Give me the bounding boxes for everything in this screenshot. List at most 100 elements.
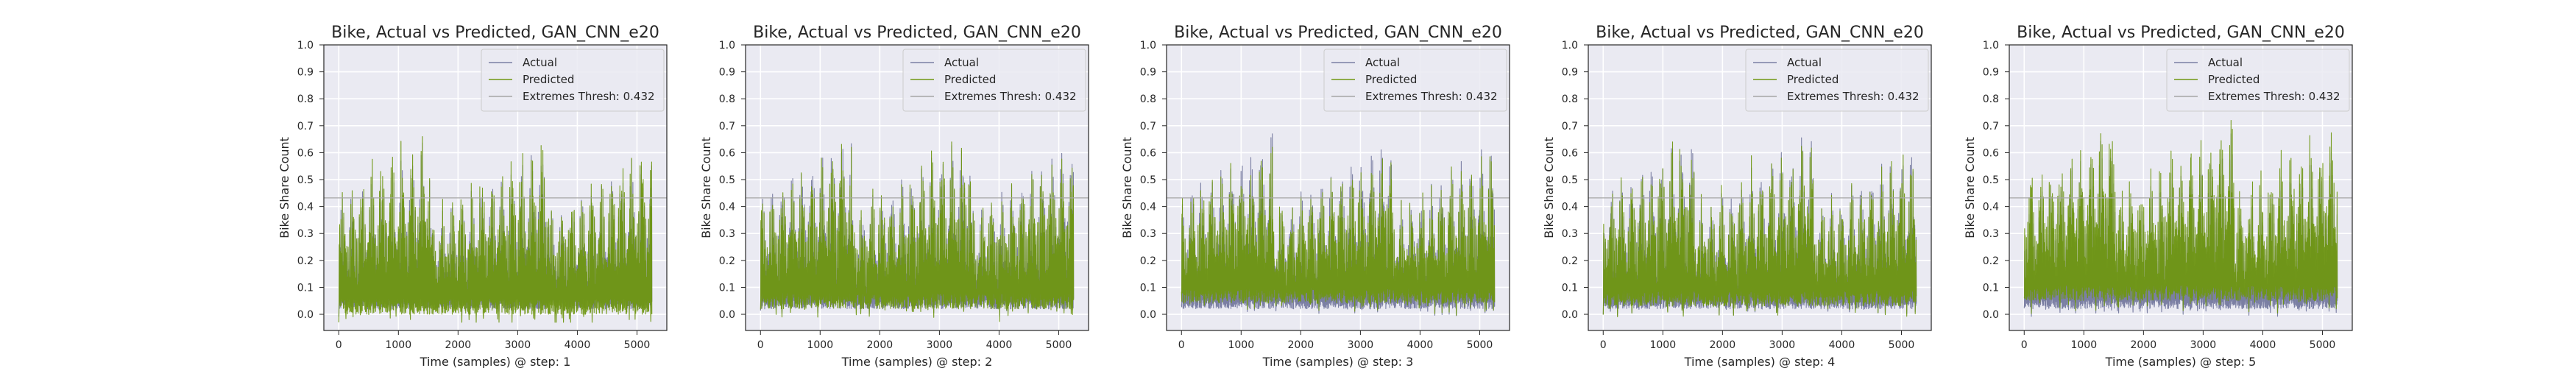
y-tick-label: 0.5 (1562, 174, 1578, 186)
x-tick-label: 2000 (867, 339, 894, 351)
y-tick-label: 0.0 (1983, 309, 1999, 321)
x-tick-label: 1000 (807, 339, 833, 351)
x-tick-label: 0 (1178, 339, 1185, 351)
series-group (2023, 119, 2338, 317)
x-tick-label: 4000 (2250, 339, 2276, 351)
legend-label: Extremes Thresh: 0.432 (523, 90, 655, 103)
chart-title: Bike, Actual vs Predicted, GAN_CNN_e20 (1596, 24, 1924, 42)
series-line-predicted (338, 135, 653, 323)
y-tick-label: 0.1 (297, 282, 314, 294)
y-tick-label: 0.5 (297, 174, 314, 186)
legend: Actual Predicted Extremes Thresh: 0.432 (1745, 49, 1929, 112)
y-tick-label: 0.4 (297, 202, 314, 213)
subplot-2: 0.0 0.1 0.2 0.3 0.4 0.5 0.6 0.7 0.8 0.9 1.0 0 1000 20… (699, 24, 1089, 368)
series-group (1602, 137, 1917, 318)
chart-title: Bike, Actual vs Predicted, GAN_CNN_e20 (331, 24, 659, 42)
legend-label: Extremes Thresh: 0.432 (1787, 90, 1919, 103)
legend: Actual Predicted Extremes Thresh: 0.432 (902, 49, 1086, 112)
x-tick-label: 0 (2021, 339, 2028, 351)
series-group (1181, 133, 1496, 316)
x-axis-label: Time (samples) @ step: 3 (1262, 355, 1414, 368)
y-tick-label: 0.6 (1983, 147, 1999, 159)
y-tick-label: 0.0 (297, 309, 314, 321)
legend-label: Extremes Thresh: 0.432 (1365, 90, 1498, 103)
x-tick-label: 1000 (2070, 339, 2097, 351)
y-tick-label: 0.6 (1140, 147, 1156, 159)
y-tick-label: 0.5 (1140, 174, 1156, 186)
subplot-3: 0.0 0.1 0.2 0.3 0.4 0.5 0.6 0.7 0.8 0.9 1.0 0 1000 20… (1120, 24, 1510, 368)
legend-box (1745, 49, 1929, 112)
legend: Actual Predicted Extremes Thresh: 0.432 (1323, 49, 1507, 112)
y-tick-label: 0.9 (719, 67, 735, 79)
x-tick-label: 0 (336, 339, 342, 351)
legend-box (1323, 49, 1507, 112)
legend: Actual Predicted Extremes Thresh: 0.432 (2166, 49, 2350, 112)
legend: Actual Predicted Extremes Thresh: 0.432 (481, 49, 665, 112)
y-tick-label: 0.9 (1562, 67, 1578, 79)
x-tick-label: 0 (1600, 339, 1607, 351)
legend-label: Extremes Thresh: 0.432 (2208, 90, 2340, 103)
y-tick-label: 1.0 (1140, 40, 1156, 52)
legend-box (902, 49, 1086, 112)
x-axis-label: Time (samples) @ step: 5 (2105, 355, 2257, 368)
x-axis-label: Time (samples) @ step: 4 (1684, 355, 1836, 368)
axes-frame (2009, 44, 2353, 331)
y-tick-label: 1.0 (297, 40, 314, 52)
y-tick-label: 0.2 (1140, 255, 1156, 267)
legend-box (481, 49, 665, 112)
legend-label: Predicted (944, 73, 996, 86)
y-tick-label: 0.2 (1562, 255, 1578, 267)
series-line-predicted (760, 141, 1075, 322)
y-tick-label: 0.8 (1140, 93, 1156, 105)
y-tick-label: 0.0 (1562, 309, 1578, 321)
x-tick-label: 1000 (1228, 339, 1254, 351)
y-tick-label: 0.8 (297, 93, 314, 105)
y-tick-label: 0.9 (297, 67, 314, 79)
series-line-predicted (1181, 146, 1496, 316)
y-tick-label: 0.5 (1983, 174, 1999, 186)
x-tick-label: 1000 (1649, 339, 1676, 351)
legend-label: Actual (523, 56, 557, 69)
legend-label: Actual (944, 56, 979, 69)
y-tick-label: 0.4 (1983, 202, 1999, 213)
y-tick-label: 0.7 (1983, 121, 1999, 132)
y-tick-label: 0.7 (1140, 121, 1156, 132)
series-group (760, 141, 1075, 322)
y-axis-label: Bike Share Count (1963, 137, 1977, 238)
y-tick-label: 0.1 (719, 282, 735, 294)
y-tick-label: 0.2 (297, 255, 314, 267)
x-axis-label: Time (samples) @ step: 1 (420, 355, 571, 368)
series-line-predicted (2023, 119, 2338, 314)
y-axis-label: Bike Share Count (1120, 137, 1134, 238)
x-tick-label: 3000 (1769, 339, 1796, 351)
x-tick-label: 5000 (1046, 339, 1072, 351)
legend-label: Actual (1365, 56, 1400, 69)
y-tick-label: 0.7 (1562, 121, 1578, 132)
y-tick-label: 0.0 (1140, 309, 1156, 321)
x-tick-label: 4000 (986, 339, 1013, 351)
legend-label: Predicted (523, 73, 574, 86)
y-tick-label: 0.1 (1140, 282, 1156, 294)
y-tick-label: 0.6 (1562, 147, 1578, 159)
y-tick-label: 0.3 (297, 228, 314, 240)
y-tick-label: 0.3 (1140, 228, 1156, 240)
y-tick-label: 0.5 (719, 174, 735, 186)
subplot-5: 0.0 0.1 0.2 0.3 0.4 0.5 0.6 0.7 0.8 0.9 1.0 0 1000 20… (1963, 24, 2353, 368)
series-line-predicted (1602, 141, 1917, 318)
chart-title: Bike, Actual vs Predicted, GAN_CNN_e20 (753, 24, 1081, 42)
legend-label: Predicted (1365, 73, 1417, 86)
y-axis-label: Bike Share Count (699, 137, 713, 238)
axes-frame (745, 44, 1089, 331)
x-tick-label: 2000 (445, 339, 472, 351)
axes-frame (1166, 44, 1510, 331)
x-tick-label: 3000 (1348, 339, 1374, 351)
y-tick-label: 0.4 (719, 202, 735, 213)
x-tick-label: 3000 (927, 339, 953, 351)
y-tick-label: 0.7 (719, 121, 735, 132)
legend-label: Actual (1787, 56, 1822, 69)
legend-label: Actual (2208, 56, 2243, 69)
x-tick-label: 1000 (385, 339, 411, 351)
y-tick-label: 0.6 (297, 147, 314, 159)
y-tick-label: 0.9 (1140, 67, 1156, 79)
